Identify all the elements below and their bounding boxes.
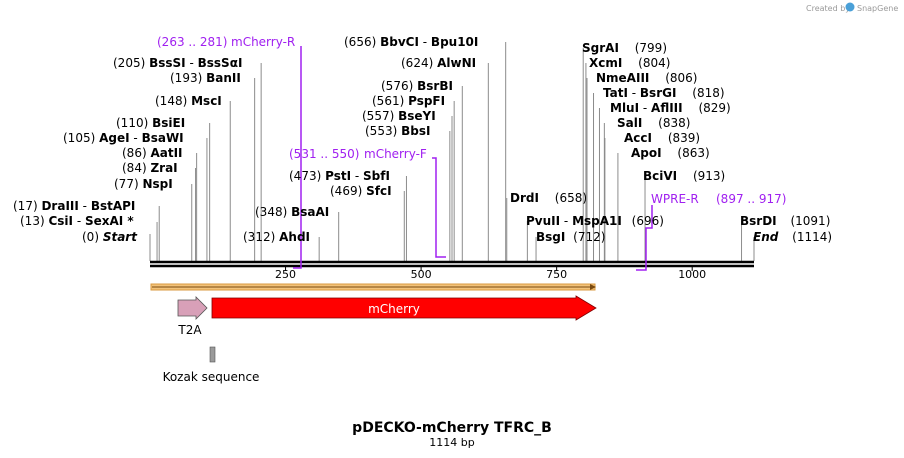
site-labels: (0) Start (13) CsiI - SexAI * (17) DraII… xyxy=(13,35,832,244)
credit-brand: SnapGene xyxy=(857,4,898,13)
orf-bar[interactable] xyxy=(150,283,596,291)
map-title: pDECKO-mCherry TFRC_B xyxy=(352,420,552,436)
site-label-tati[interactable]: TatI - BsrGI (818) xyxy=(603,86,725,100)
site-label-mlui[interactable]: MluI - AflIII (829) xyxy=(610,101,731,115)
site-label-sali[interactable]: SalI (838) xyxy=(617,116,690,130)
site-label-draiii[interactable]: (17) DraIII - BstAPI xyxy=(13,199,135,213)
site-label-apoi[interactable]: ApoI (863) xyxy=(631,146,710,160)
feature-mcherry[interactable]: mCherry xyxy=(211,295,597,321)
feature-t2a[interactable]: T2A xyxy=(177,296,208,337)
primer-wpre-r-range: (897 .. 917) xyxy=(716,192,786,206)
orf-arrow-head xyxy=(590,284,596,290)
kozak-marker[interactable] xyxy=(209,346,216,363)
ruler-label-1000: 1000 xyxy=(678,268,706,281)
site-label-bbvci[interactable]: (656) BbvCI - Bpu10I xyxy=(344,35,478,49)
site-label-bbsi[interactable]: (553) BbsI xyxy=(365,124,430,138)
ruler: 250 500 750 1000 xyxy=(275,266,706,281)
site-label-alwni[interactable]: (624) AlwNI xyxy=(401,56,476,70)
site-label-pvuii[interactable]: PvuII - MspA1I (696) xyxy=(526,214,664,228)
mcherry-label: mCherry xyxy=(368,302,420,316)
map-subtitle: 1114 bp xyxy=(429,436,474,449)
site-label-bsrbi[interactable]: (576) BsrBI xyxy=(381,79,453,93)
site-label-bsrdi[interactable]: BsrDI (1091) xyxy=(740,214,830,228)
credit-text: Created by xyxy=(806,4,850,13)
primer-mcherry-f-bracket xyxy=(432,157,446,258)
site-label-nmeaiii[interactable]: NmeAIII (806) xyxy=(596,71,697,85)
dna-backbone[interactable] xyxy=(150,260,754,268)
t2a-arrow[interactable] xyxy=(177,296,208,320)
site-label-ahdi[interactable]: (312) AhdI xyxy=(243,230,310,244)
site-label-acci[interactable]: AccI (839) xyxy=(624,131,700,145)
primer-mcherry-r-name: mCherry-R xyxy=(231,35,295,49)
feature-kozak[interactable]: Kozak sequence xyxy=(163,346,260,384)
site-label-sfci[interactable]: (469) SfcI xyxy=(330,184,392,198)
site-label-bsaai[interactable]: (348) BsaAI xyxy=(255,205,329,219)
primer-mcherry-f[interactable]: (531 .. 550) mCherry-F xyxy=(289,147,446,258)
site-label-msci[interactable]: (148) MscI xyxy=(155,94,222,108)
t2a-label: T2A xyxy=(177,323,202,337)
site-label-start[interactable]: (0) Start xyxy=(82,230,138,244)
site-leader-lines xyxy=(149,42,755,261)
primer-mcherry-f-range: (531 .. 550) xyxy=(289,147,359,161)
site-label-drdi[interactable]: DrdI (658) xyxy=(510,191,587,205)
site-label-bcivi[interactable]: BciVI (913) xyxy=(643,169,725,183)
site-label-agei[interactable]: (105) AgeI - BsaWI xyxy=(63,131,184,145)
site-label-nspi[interactable]: (77) NspI xyxy=(114,177,173,191)
snapgene-logo-icon xyxy=(845,2,855,12)
site-label-sgrai[interactable]: SgrAI (799) xyxy=(582,41,667,55)
site-label-bsiei[interactable]: (110) BsiEI xyxy=(116,116,185,130)
primer-mcherry-f-name: mCherry-F xyxy=(364,147,427,161)
primer-mcherry-r-bracket xyxy=(293,46,302,269)
site-label-psti[interactable]: (473) PstI - SbfI xyxy=(289,169,390,183)
site-label-aatii[interactable]: (86) AatII xyxy=(122,146,183,160)
site-label-end[interactable]: End (1114) xyxy=(753,230,832,244)
site-label-csii[interactable]: (13) CsiI - SexAI * xyxy=(20,214,134,228)
snapgene-credit: Created by SnapGene xyxy=(806,2,898,13)
ruler-label-750: 750 xyxy=(546,268,567,281)
primer-mcherry-r[interactable]: (263 .. 281) mCherry-R xyxy=(157,35,302,269)
ruler-label-250: 250 xyxy=(275,268,296,281)
site-label-banii[interactable]: (193) BanII xyxy=(170,71,241,85)
site-label-bseyi[interactable]: (557) BseYI xyxy=(362,109,436,123)
primer-wpre-r-bracket xyxy=(636,205,653,271)
primer-wpre-r-name: WPRE-R xyxy=(651,192,699,206)
site-label-bsssi[interactable]: (205) BssSI - BssSαI xyxy=(113,56,242,70)
site-label-pspfi[interactable]: (561) PspFI xyxy=(372,94,445,108)
ruler-label-500: 500 xyxy=(411,268,432,281)
site-label-bsgi[interactable]: BsgI (712) xyxy=(536,230,605,244)
primer-wpre-r[interactable]: WPRE-R (897 .. 917) xyxy=(636,192,786,271)
site-label-xcmi[interactable]: XcmI (804) xyxy=(589,56,670,70)
kozak-label: Kozak sequence xyxy=(163,370,260,384)
primer-mcherry-r-range: (263 .. 281) xyxy=(157,35,227,49)
mcherry-arrow[interactable] xyxy=(211,295,597,321)
site-label-zrai[interactable]: (84) ZraI xyxy=(122,161,178,175)
